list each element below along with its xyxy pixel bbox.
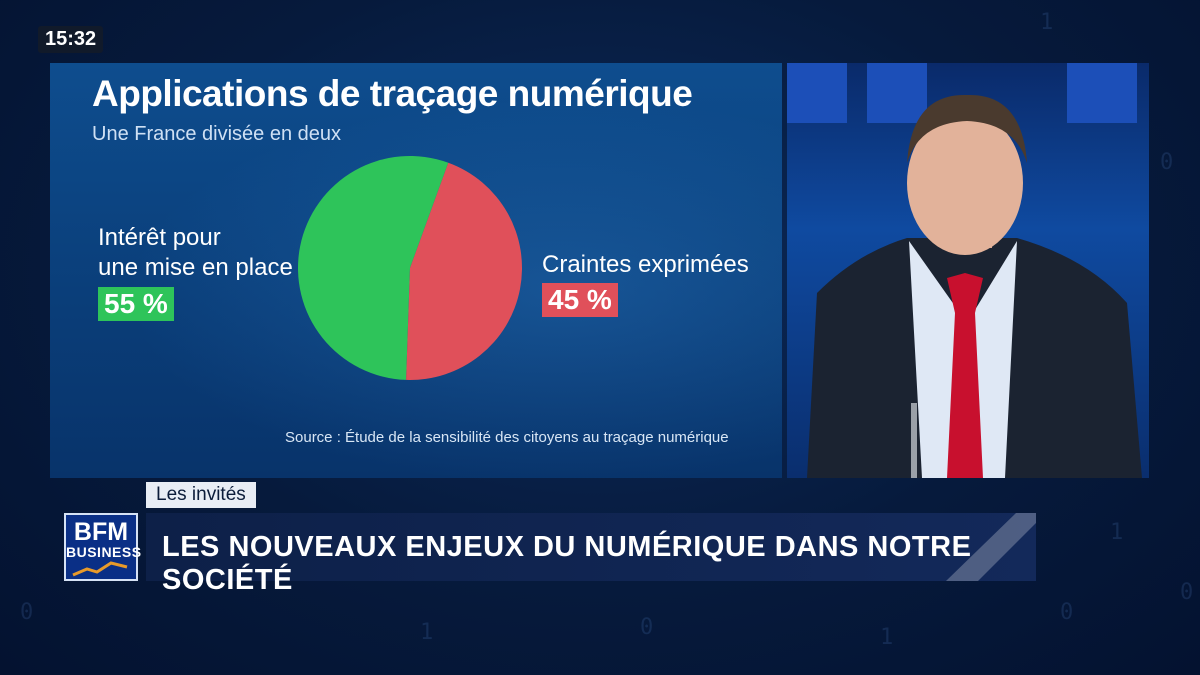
guests-tag: Les invités bbox=[146, 482, 256, 508]
pie-slice-craintes bbox=[406, 162, 522, 380]
red-tie bbox=[947, 273, 983, 478]
channel-logo: BFM BUSINESS bbox=[64, 513, 142, 581]
label-craintes: Craintes exprimées 45 % bbox=[542, 251, 749, 317]
chart-title: Applications de traçage numérique bbox=[92, 73, 693, 114]
microphone bbox=[911, 403, 917, 478]
guest-video bbox=[787, 63, 1149, 478]
studio-screen-strip bbox=[1067, 63, 1137, 123]
label-interet-line2: une mise en place bbox=[98, 254, 293, 281]
logo-line1: BFM bbox=[73, 518, 129, 546]
clock: 15:32 bbox=[38, 26, 104, 53]
banner-accent bbox=[946, 513, 1036, 581]
logo-line2: BUSINESS bbox=[66, 544, 142, 560]
value-interet: 55 % bbox=[98, 287, 174, 321]
chart-panel: Applications de traçage numérique Une Fr… bbox=[50, 63, 782, 478]
guest-figure bbox=[807, 94, 1142, 478]
chart-subtitle: Une France divisée en deux bbox=[92, 123, 342, 145]
label-interet-line1: Intérêt pour bbox=[98, 224, 221, 251]
chart-source: Source : Étude de la sensibilité des cit… bbox=[285, 429, 729, 446]
value-craintes: 45 % bbox=[542, 283, 618, 317]
headline-text: LES NOUVEAUX ENJEUX DU NUMÉRIQUE DANS NO… bbox=[162, 531, 972, 596]
face bbox=[907, 111, 1023, 255]
pie-slice-interet bbox=[298, 156, 449, 380]
hair bbox=[907, 94, 1027, 163]
logo-trend-icon bbox=[72, 561, 128, 577]
studio-screen-strip bbox=[787, 63, 847, 123]
headline-banner: LES NOUVEAUX ENJEUX DU NUMÉRIQUE DANS NO… bbox=[146, 513, 1036, 596]
label-craintes-text: Craintes exprimées bbox=[542, 251, 749, 278]
pie-chart bbox=[298, 156, 522, 380]
studio-screen-strip bbox=[867, 63, 927, 123]
label-interet: Intérêt pour une mise en place 55 % bbox=[98, 223, 328, 321]
